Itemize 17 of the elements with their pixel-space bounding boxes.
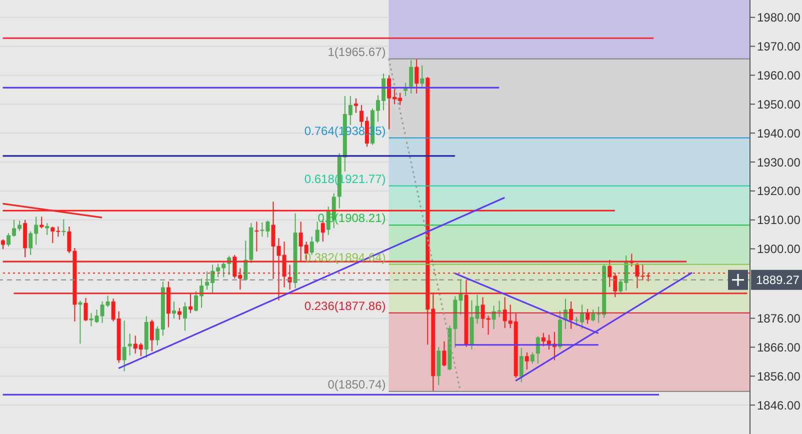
y-tick-label: 1866.00	[757, 340, 801, 354]
y-tick-label: 1930.00	[757, 155, 801, 170]
y-tick-label: 1950.00	[757, 97, 801, 112]
y-tick-label: 1910.00	[757, 213, 801, 228]
y-tick-label: 1876.00	[757, 312, 801, 326]
y-tick-label: 1856.00	[757, 369, 801, 384]
y-tick-label: 1960.00	[757, 68, 801, 82]
ref-line-label: 0(1850.74)	[328, 377, 386, 392]
y-tick-label: 1900.00	[757, 242, 801, 256]
y-tick-label: 1940.00	[757, 126, 801, 140]
y-tick-label: 1920.00	[757, 184, 801, 198]
y-tick-label: 1846.00	[757, 398, 801, 412]
ref-line-label: 1889.27	[756, 272, 800, 287]
y-tick-label: 1980.00	[757, 10, 801, 25]
ref-line-label: 1(1965.67)	[328, 44, 386, 59]
ref-line-label: 0.236(1877.86)	[304, 298, 386, 313]
y-tick-label: 1970.00	[757, 40, 801, 54]
